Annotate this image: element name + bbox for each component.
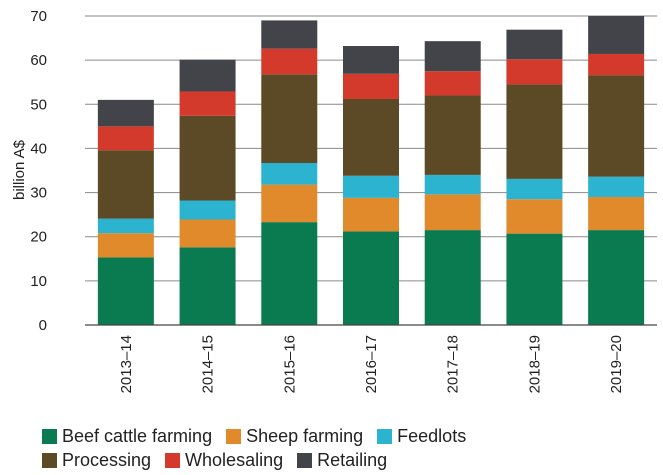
bar-segment-processing <box>343 98 399 176</box>
bar-segment-retailing <box>97 99 154 127</box>
x-tick-label: 2013–14 <box>118 335 135 393</box>
legend-item-beef-cattle-farming: Beef cattle farming <box>42 426 212 447</box>
legend-label: Processing <box>62 449 152 470</box>
x-tick-label: 2014–15 <box>200 335 217 393</box>
y-axis-ticks: 0 10 20 30 40 50 60 70 <box>30 8 47 334</box>
bar-segment-beef-cattle-farming <box>506 233 563 325</box>
bar-segment-beef-cattle-farming <box>97 257 154 325</box>
bar-segment-sheep-farming <box>588 196 645 231</box>
legend-item-sheep-farming: Sheep farming <box>226 426 363 447</box>
bar-segment-feedlots <box>424 174 481 195</box>
y-tick-label: 10 <box>30 273 47 290</box>
y-tick-label: 0 <box>39 317 47 334</box>
legend: Beef cattle farming Sheep farming Feedlo… <box>42 424 642 472</box>
bar-segment-wholesaling <box>261 48 318 75</box>
legend-label: Beef cattle farming <box>62 425 213 446</box>
bar-segment-sheep-farming <box>261 184 318 223</box>
bar-segment-processing <box>588 75 645 177</box>
bar-segment-retailing <box>506 29 563 60</box>
bar-segment-sheep-farming <box>506 199 563 234</box>
legend-label: Sheep farming <box>246 425 364 446</box>
bar-segment-beef-cattle-farming <box>343 231 399 325</box>
bar-segment-wholesaling <box>506 59 563 85</box>
bar-segment-processing <box>179 115 236 201</box>
legend-item-retailing: Retailing <box>297 450 387 471</box>
y-tick-label: 50 <box>30 96 47 113</box>
x-tick-label: 2018–19 <box>526 335 543 393</box>
bar-segment-processing <box>506 84 563 179</box>
bar-segment-processing <box>97 150 154 219</box>
bar-segment-sheep-farming <box>97 233 154 258</box>
y-tick-label: 30 <box>30 185 47 202</box>
bar-segment-beef-cattle-farming <box>424 230 481 325</box>
y-axis-label: billion A$ <box>11 139 28 200</box>
bar-segment-feedlots <box>343 175 399 198</box>
bar-segment-sheep-farming <box>343 197 399 232</box>
legend-swatch <box>297 452 313 468</box>
bar-segment-sheep-farming <box>179 219 236 248</box>
bar-segment-retailing <box>588 16 645 54</box>
x-tick-label: 2016–17 <box>363 335 380 393</box>
stacked-bar-chart: 0 10 20 30 40 50 60 70 billion A$ 2013–14 2014–1… <box>11 8 657 393</box>
bar-segment-beef-cattle-farming <box>588 230 645 325</box>
bar-segment-feedlots <box>179 200 236 220</box>
legend-label: Feedlots <box>397 425 467 446</box>
bar-segment-feedlots <box>588 176 645 197</box>
bar-segment-processing <box>261 74 318 163</box>
bar-segment-retailing <box>261 20 318 49</box>
bars <box>97 16 645 325</box>
bar-segment-processing <box>424 95 481 175</box>
legend-row-2: Processing Wholesaling Retailing <box>42 448 642 472</box>
legend-swatch <box>377 428 393 444</box>
legend-swatch <box>165 452 181 468</box>
x-tick-label: 2017–18 <box>445 335 462 393</box>
bar-segment-wholesaling <box>588 53 645 76</box>
legend-item-feedlots: Feedlots <box>377 426 466 447</box>
y-tick-label: 20 <box>30 229 47 246</box>
legend-row-1: Beef cattle farming Sheep farming Feedlo… <box>42 424 642 448</box>
bar-segment-retailing <box>343 46 399 74</box>
bar-segment-beef-cattle-farming <box>179 247 236 325</box>
bar-segment-feedlots <box>261 162 318 185</box>
bar-segment-wholesaling <box>343 73 399 99</box>
bar-segment-retailing <box>424 41 481 72</box>
bar-segment-feedlots <box>97 218 154 234</box>
legend-label: Wholesaling <box>185 449 284 470</box>
legend-swatch <box>42 428 57 444</box>
y-tick-label: 70 <box>30 8 47 25</box>
bar-segment-retailing <box>179 59 236 92</box>
legend-item-processing: Processing <box>42 450 151 471</box>
bar-segment-wholesaling <box>424 71 481 96</box>
bar-segment-wholesaling <box>97 126 154 151</box>
bar-segment-wholesaling <box>179 91 236 116</box>
legend-label: Retailing <box>317 449 388 470</box>
legend-swatch <box>42 452 57 468</box>
bar-segment-sheep-farming <box>424 194 481 231</box>
y-tick-label: 40 <box>30 140 47 157</box>
x-axis-ticks: 2013–14 2014–15 2015–16 2016–17 2017–18 2018–… <box>118 335 625 393</box>
legend-item-wholesaling: Wholesaling <box>165 450 283 471</box>
y-tick-label: 60 <box>30 52 47 69</box>
x-tick-label: 2019–20 <box>608 335 625 393</box>
bar-segment-beef-cattle-farming <box>261 222 318 325</box>
bar-segment-feedlots <box>506 178 563 200</box>
x-tick-label: 2015–16 <box>281 335 298 393</box>
legend-swatch <box>226 428 242 444</box>
